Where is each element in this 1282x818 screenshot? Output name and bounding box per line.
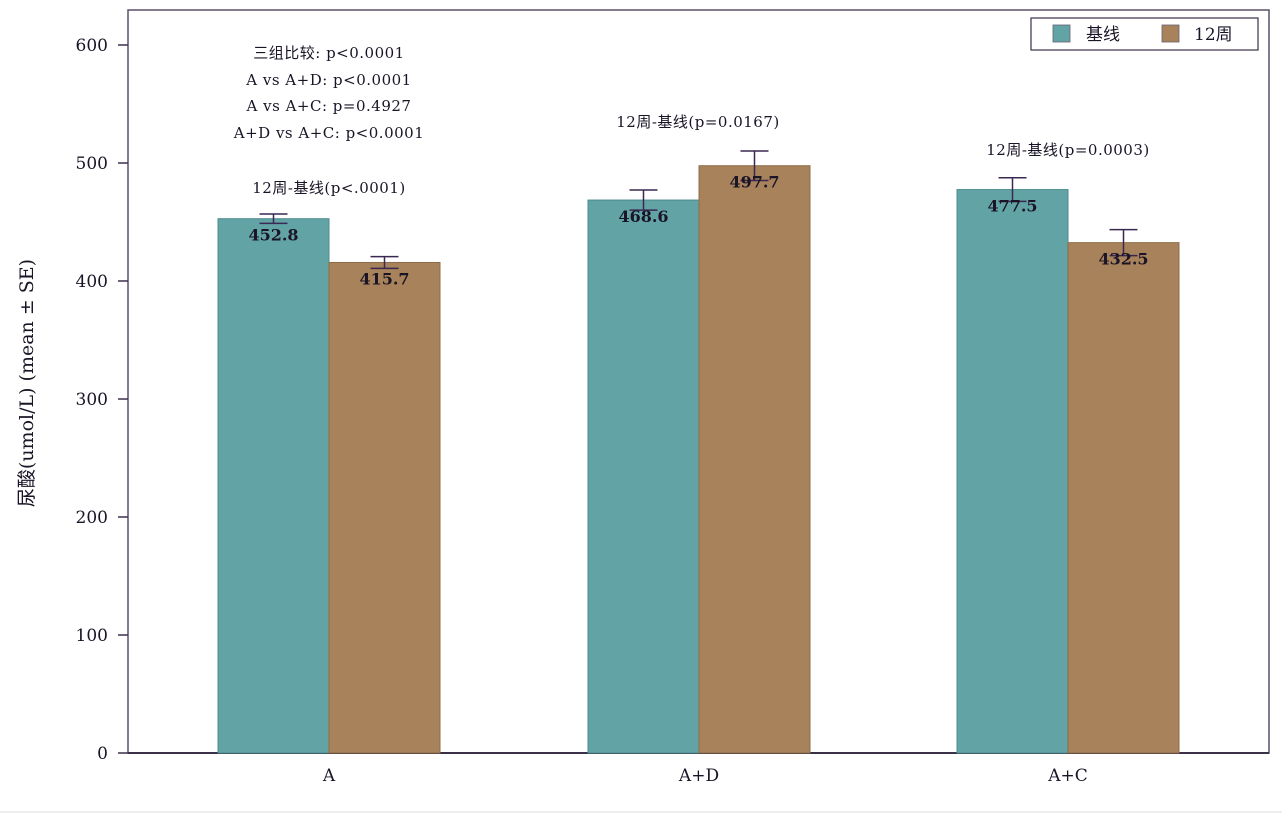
error-bar — [740, 150, 769, 182]
y-tick-label: 200 — [76, 508, 108, 528]
y-tick-label: 400 — [76, 272, 108, 292]
bar-week12-A+D — [698, 165, 811, 754]
value-label: 452.8 — [248, 226, 298, 245]
group-comparison-text: 三组比较: p<0.0001 — [253, 44, 404, 62]
group-comparison-text: A vs A+C: p=0.4927 — [246, 97, 412, 115]
legend-swatch-week12 — [1161, 24, 1180, 43]
error-bar — [629, 189, 658, 211]
bars: 452.8 415.7 468.6 497.7 477.5 432.5 — [217, 150, 1180, 754]
legend-label: 基线 — [1086, 25, 1120, 45]
within-group-pvalue: 12周-基线(p<.0001) — [252, 179, 405, 197]
y-axis-title: 尿酸(umol/L) (mean ± SE) — [16, 259, 38, 507]
legend: 基线 12周 — [1030, 17, 1259, 51]
value-label: 432.5 — [1098, 250, 1148, 269]
x-category-label: A+D — [678, 766, 719, 786]
y-tick-label: 600 — [76, 36, 108, 56]
y-tick-label: 500 — [76, 154, 108, 174]
error-bar — [1109, 228, 1138, 257]
within-group-pvalue: 12周-基线(p=0.0167) — [616, 113, 780, 131]
value-label: 497.7 — [729, 173, 779, 192]
error-bar — [370, 255, 399, 270]
bar-baseline-A+C — [956, 189, 1069, 754]
annotations: 三组比较: p<0.0001 A vs A+D: p<0.0001 A vs A+C… — [233, 44, 1150, 197]
y-tick-label: 100 — [76, 626, 108, 646]
bar-week12-A — [328, 261, 441, 754]
y-tick-label: 300 — [76, 390, 108, 410]
group-comparison-text: A+D vs A+C: p<0.0001 — [233, 124, 425, 142]
bar-baseline-A — [217, 218, 330, 754]
legend-label: 12周 — [1194, 25, 1233, 45]
bar-week12-A+C — [1067, 242, 1180, 754]
group-comparison-text: A vs A+D: p<0.0001 — [245, 71, 411, 89]
x-category-label: A+C — [1047, 766, 1088, 786]
error-bar — [998, 177, 1027, 203]
value-label: 477.5 — [987, 197, 1037, 216]
error-bar — [259, 213, 288, 225]
within-group-pvalue: 12周-基线(p=0.0003) — [986, 141, 1150, 159]
x-axis: A A+D A+C — [322, 766, 1088, 786]
value-label: 415.7 — [359, 269, 409, 288]
value-label: 468.6 — [618, 207, 668, 226]
y-tick-label: 0 — [97, 744, 108, 764]
bar-baseline-A+D — [587, 199, 700, 754]
legend-swatch-baseline — [1052, 24, 1071, 43]
x-category-label: A — [322, 766, 336, 786]
